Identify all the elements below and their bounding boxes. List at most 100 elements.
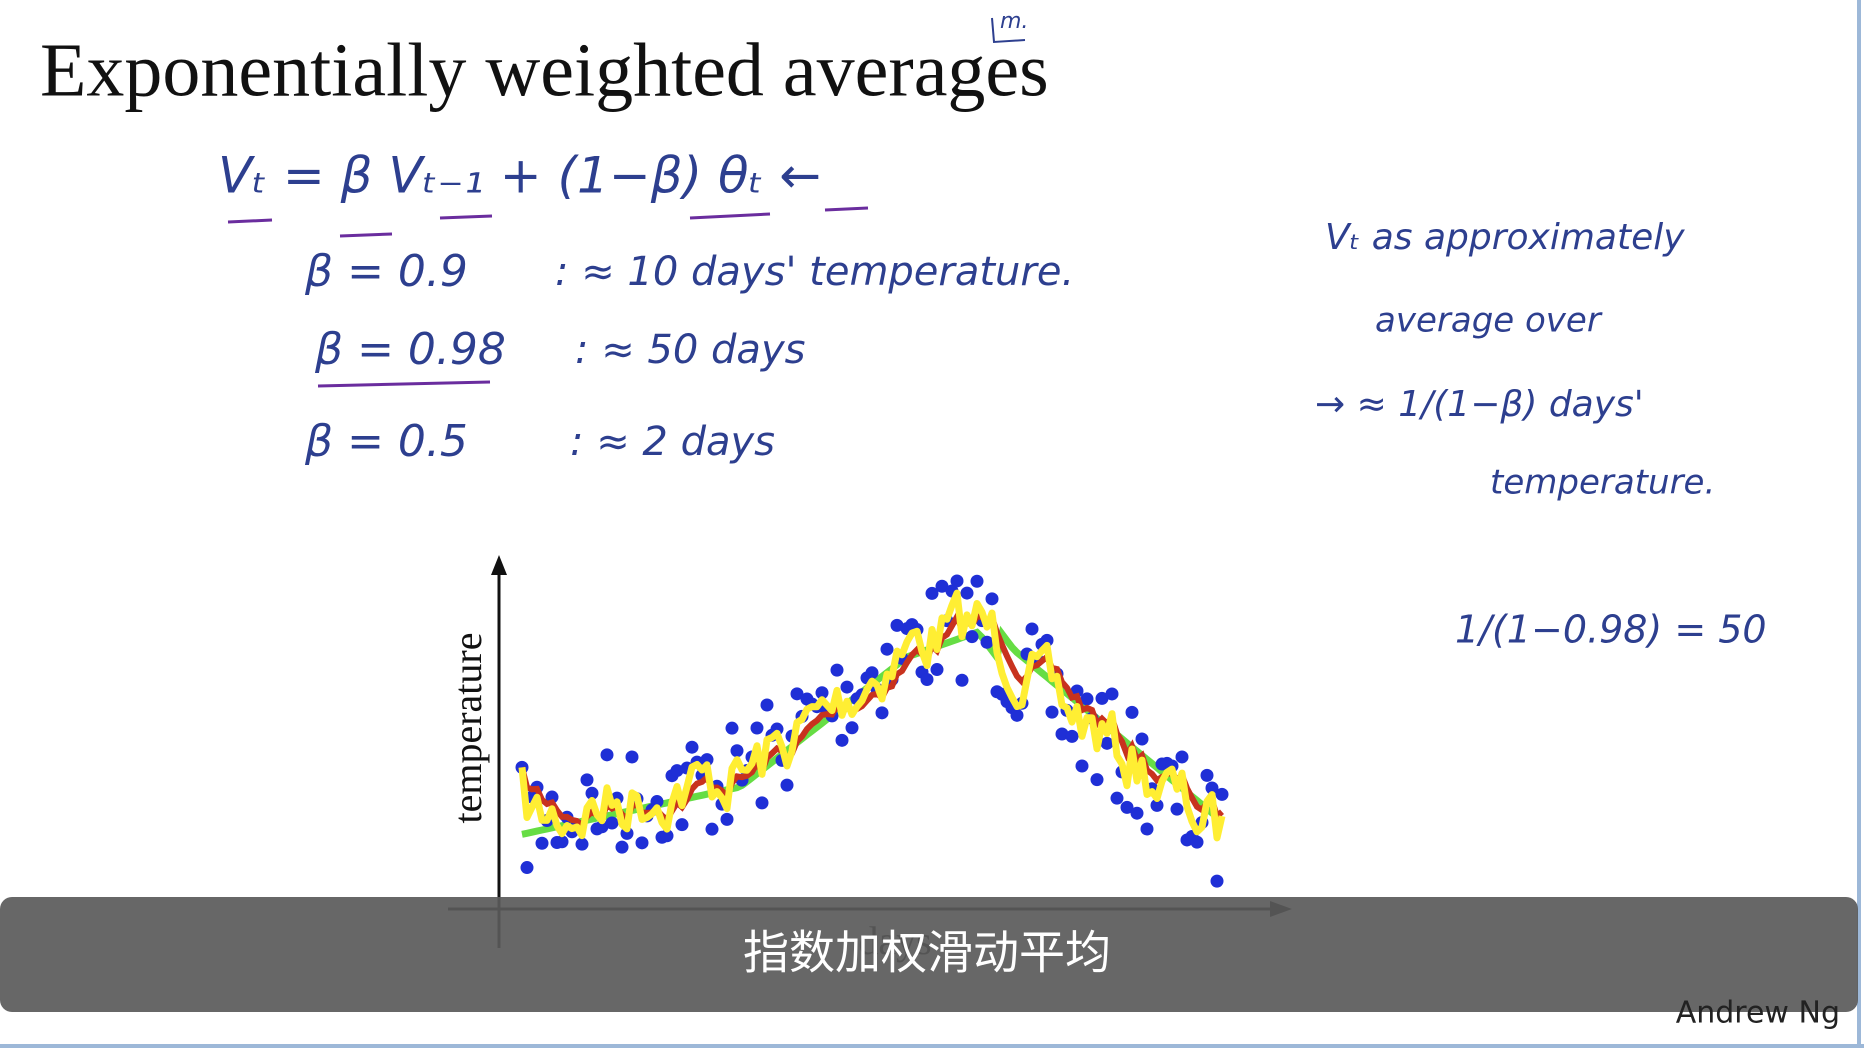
temperature-dot bbox=[1045, 705, 1059, 719]
temperature-dot bbox=[1205, 781, 1219, 795]
side-note: temperature. bbox=[1490, 463, 1715, 503]
temperature-dot bbox=[1190, 835, 1204, 849]
temperature-dot bbox=[755, 796, 769, 810]
temperature-dot bbox=[790, 687, 804, 701]
temperature-dot bbox=[1125, 705, 1139, 719]
temperature-dot bbox=[730, 744, 744, 758]
side-note: Vₜ as approximately bbox=[1325, 217, 1685, 258]
subtitle-bar bbox=[0, 897, 1858, 1012]
temperature-dot bbox=[625, 750, 639, 764]
temperature-dot bbox=[600, 748, 614, 762]
beta-meaning: : ≈ 10 days' temperature. bbox=[555, 249, 1074, 295]
temperature-dot bbox=[920, 672, 934, 686]
corner-mark bbox=[991, 17, 1026, 44]
subtitle-text: 指数加权滑动平均 bbox=[743, 926, 1111, 980]
temperature-dot bbox=[595, 820, 609, 834]
temperature-dot bbox=[830, 663, 844, 677]
temperature-dot bbox=[1130, 806, 1144, 820]
temperature-dot bbox=[980, 635, 994, 649]
temperature-dot bbox=[1010, 708, 1024, 722]
temperature-dot bbox=[1090, 773, 1104, 787]
formula-underline bbox=[227, 206, 869, 238]
temperature-dot bbox=[1080, 692, 1094, 706]
temperature-dot bbox=[650, 795, 664, 809]
temperature-dot bbox=[950, 574, 964, 588]
temperature-dot bbox=[685, 740, 699, 754]
temperature-dot bbox=[575, 837, 589, 851]
formula: Vₜ = β Vₜ₋₁ + (1−β) θₜ ← bbox=[218, 147, 821, 205]
temperature-dot bbox=[780, 778, 794, 792]
temperature-dot bbox=[1025, 622, 1039, 636]
temperature-dot bbox=[930, 663, 944, 677]
temperature-dot bbox=[875, 706, 889, 720]
temperature-dot bbox=[585, 786, 599, 800]
beta-rows: β = 0.9 : ≈ 10 days' temperature. β = 0.… bbox=[304, 246, 1074, 467]
beta-meaning: : ≈ 2 days bbox=[570, 419, 775, 465]
beta-value: β = 0.5 bbox=[304, 416, 468, 467]
y-axis-arrow bbox=[491, 555, 507, 575]
temperature-dot bbox=[1105, 687, 1119, 701]
temperature-dot bbox=[675, 818, 689, 832]
temperature-dot bbox=[555, 835, 569, 849]
temperature-dot bbox=[1140, 822, 1154, 836]
temperature-dot bbox=[1110, 791, 1124, 805]
emphasis-underline bbox=[317, 380, 491, 388]
temperature-dot bbox=[815, 686, 829, 700]
temperature-dot bbox=[1215, 787, 1229, 801]
author: Andrew Ng bbox=[1676, 996, 1840, 1031]
beta-value: β = 0.98 bbox=[314, 324, 506, 375]
temperature-dot bbox=[660, 829, 674, 843]
slide-title: Exponentially weighted averages bbox=[40, 28, 1049, 112]
temperature-dot bbox=[580, 773, 594, 787]
temperature-dot bbox=[1175, 750, 1189, 764]
temperature-dot bbox=[705, 822, 719, 836]
worked-example: 1/(1−0.98) = 50 bbox=[1455, 608, 1767, 652]
side-notes: Vₜ as approximately average over → ≈ 1/(… bbox=[1315, 217, 1767, 652]
temperature-dot bbox=[1120, 800, 1134, 814]
beta-meaning: : ≈ 50 days bbox=[575, 327, 805, 373]
temperature-dot bbox=[520, 861, 534, 875]
side-note: → ≈ 1/(1−β) days' bbox=[1315, 384, 1644, 425]
temperature-dot bbox=[1150, 798, 1164, 812]
temperature-dot bbox=[700, 753, 714, 767]
fast-average-curve bbox=[518, 589, 1226, 842]
temperature-dot bbox=[1170, 802, 1184, 816]
temperature-dot bbox=[635, 836, 649, 850]
temperature-dot bbox=[840, 680, 854, 694]
temperature-dot bbox=[835, 733, 849, 747]
temperature-dot bbox=[720, 812, 734, 826]
temperature-dot bbox=[880, 642, 894, 656]
temperature-dot bbox=[615, 840, 629, 854]
temperature-dot bbox=[1210, 874, 1224, 888]
temperature-dot bbox=[1135, 732, 1149, 746]
temperature-dot bbox=[935, 579, 949, 593]
y-axis-label: temperature bbox=[445, 633, 490, 824]
temperature-dot bbox=[1040, 633, 1054, 647]
temperature-dot bbox=[605, 816, 619, 830]
corner-note: m. bbox=[1000, 9, 1028, 34]
temperature-dot bbox=[1095, 691, 1109, 705]
side-note: average over bbox=[1375, 301, 1603, 341]
temperature-dot bbox=[535, 836, 549, 850]
temperature-dot bbox=[925, 586, 939, 600]
temperature-dot bbox=[960, 586, 974, 600]
temperature-dot bbox=[865, 666, 879, 680]
temperature-dot bbox=[1075, 759, 1089, 773]
temperature-dot bbox=[670, 764, 684, 778]
temperature-dot bbox=[760, 698, 774, 712]
temperature-dot bbox=[985, 592, 999, 606]
temperature-dot bbox=[1065, 729, 1079, 743]
temperature-dot bbox=[890, 618, 904, 632]
temperature-dot bbox=[1200, 768, 1214, 782]
temperature-dot bbox=[970, 574, 984, 588]
temperature-dot bbox=[750, 721, 764, 735]
temperature-dot bbox=[1100, 736, 1114, 750]
temperature-dot bbox=[845, 721, 859, 735]
temperature-dot bbox=[1055, 727, 1069, 741]
temperature-dot bbox=[725, 721, 739, 735]
temperature-dot bbox=[955, 673, 969, 687]
beta-value: β = 0.9 bbox=[304, 246, 468, 297]
